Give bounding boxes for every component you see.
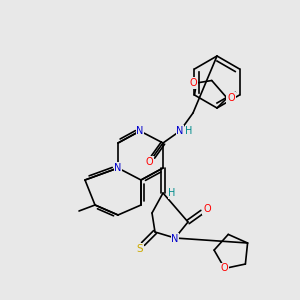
Text: O: O xyxy=(145,157,153,167)
Text: O: O xyxy=(221,263,229,273)
Text: H: H xyxy=(168,188,176,198)
Text: N: N xyxy=(114,163,122,173)
Text: N: N xyxy=(176,126,184,136)
Text: S: S xyxy=(137,244,143,254)
Text: H: H xyxy=(185,126,193,136)
Text: N: N xyxy=(171,234,179,244)
Text: O: O xyxy=(227,93,235,103)
Text: O: O xyxy=(203,204,211,214)
Text: N: N xyxy=(136,126,144,136)
Text: O: O xyxy=(190,78,197,88)
